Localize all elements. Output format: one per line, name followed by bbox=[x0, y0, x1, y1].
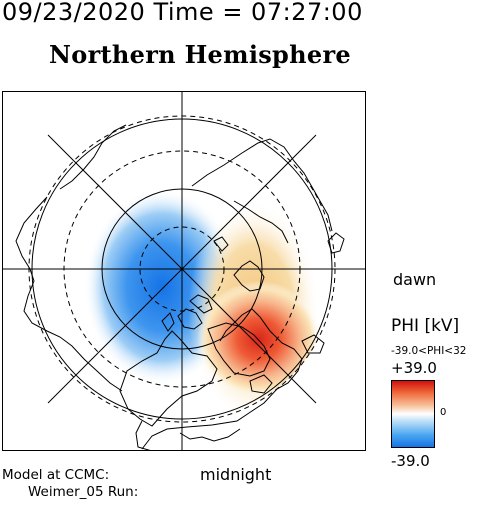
datetime-title: 09/23/2020 Time = 07:27:00 bbox=[2, 0, 363, 26]
colorbar-min-label: -39.0 bbox=[391, 452, 430, 470]
colorbar-zero-label: 0 bbox=[440, 407, 447, 418]
dawn-label: dawn bbox=[393, 270, 437, 289]
colorbar bbox=[391, 380, 435, 448]
colorbar-range: -39.0<PHI<32 bbox=[391, 345, 467, 357]
colorbar-max-label: +39.0 bbox=[391, 359, 437, 377]
coastlines bbox=[15, 124, 345, 451]
map-frame bbox=[2, 91, 366, 451]
run-label: Weimer_05 Run: bbox=[28, 484, 139, 500]
polar-map bbox=[2, 91, 366, 451]
midnight-label: midnight bbox=[200, 465, 272, 484]
model-label: Model at CCMC: bbox=[2, 467, 110, 483]
meridian-diag-2 bbox=[47, 134, 317, 404]
hemisphere-title: Northern Hemisphere bbox=[49, 40, 351, 69]
colorbar-title: PHI [kV] bbox=[391, 316, 460, 336]
positive-potential-cell bbox=[197, 281, 321, 397]
